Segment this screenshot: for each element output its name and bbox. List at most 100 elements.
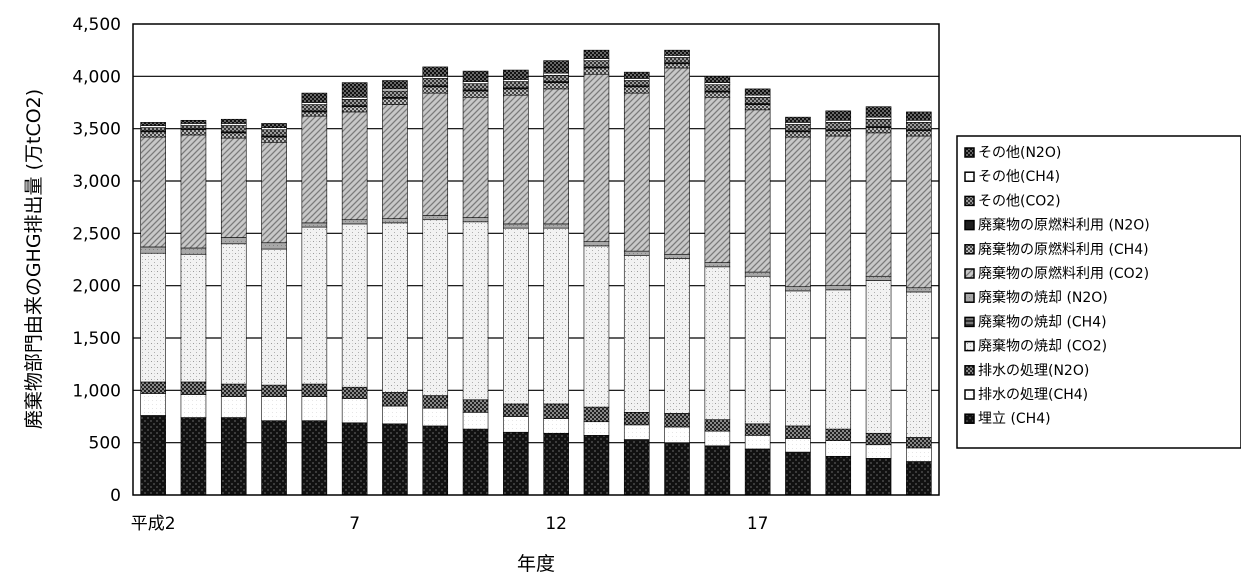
y-axis-ticks: 0 500 1,000 1,500 2,000 2,500 3,000 3,500 4,000 4… (72, 15, 121, 506)
bar-stack (180, 119, 207, 496)
bar-segment (140, 131, 166, 138)
bar-segment (140, 381, 166, 394)
bar-segment (301, 226, 328, 385)
bar-stack (422, 66, 449, 496)
bar-segment (865, 432, 892, 446)
bar-segment (583, 73, 610, 243)
bar-segment (664, 258, 690, 414)
plot-area-frame (132, 23, 940, 496)
bar-segment (422, 86, 449, 94)
y-tick-label: 3,000 (72, 172, 121, 192)
bar-segment (583, 406, 610, 423)
bar-segment (140, 136, 166, 248)
bar-segment (704, 84, 731, 92)
bar-stack (906, 111, 932, 496)
bar-segment (583, 67, 610, 75)
bar-segment (503, 227, 529, 405)
bar-segment (180, 134, 207, 249)
bar-segment (341, 82, 368, 98)
bar-segment (543, 223, 569, 229)
bar-segment (906, 437, 932, 449)
bar-stack (623, 71, 650, 496)
bar-segment (462, 83, 489, 91)
bar-segment (503, 403, 529, 417)
bar-segment (906, 287, 932, 293)
bar-segment (503, 431, 529, 496)
bar-segment (180, 247, 207, 255)
legend-frame (956, 135, 1241, 449)
legend-label: 廃棄物の原燃料利用 (N2O) (978, 217, 1150, 234)
bar-segment (503, 79, 529, 82)
x-tick-label: 17 (747, 514, 769, 534)
bar-stack (341, 82, 368, 496)
bars (140, 49, 932, 496)
bar-segment (744, 423, 771, 436)
y-tick-label: 2,500 (72, 224, 121, 244)
bar-stack (825, 110, 852, 496)
bar-segment (785, 131, 811, 138)
bar-segment (704, 430, 731, 447)
bar-segment (382, 88, 408, 92)
bar-segment (623, 86, 650, 94)
x-tick-label: 平成2 (131, 514, 176, 534)
bar-segment (220, 243, 247, 385)
bar-segment (220, 237, 247, 245)
y-tick-label: 2,000 (72, 277, 121, 297)
legend-label: 廃棄物の原燃料利用 (CO2) (978, 265, 1149, 282)
bar-segment (261, 136, 287, 143)
legend-swatch (964, 268, 975, 279)
bar-segment (140, 122, 166, 126)
legend-label: その他(N2O) (978, 145, 1061, 161)
legend-swatch (964, 292, 975, 303)
bar-segment (583, 421, 610, 436)
bar-segment (341, 96, 368, 100)
bar-segment (301, 92, 328, 103)
bar-segment (503, 94, 529, 225)
bar-segment (422, 407, 449, 427)
bar-segment (583, 245, 610, 408)
bar-segment (261, 420, 287, 496)
bar-segment (906, 447, 932, 462)
legend-label: 廃棄物の焼却 (N2O) (978, 289, 1108, 306)
y-tick-label: 0 (110, 486, 121, 506)
bar-segment (422, 215, 449, 221)
bar-segment (704, 82, 731, 86)
bar-segment (744, 109, 771, 273)
bar-segment (785, 290, 811, 427)
bar-segment (825, 122, 852, 131)
legend-label: 排水の処理(CH4) (978, 387, 1088, 403)
legend-swatch (964, 244, 975, 255)
bar-segment (140, 127, 166, 132)
bar-segment (623, 255, 650, 413)
legend-label: 廃棄物の焼却 (CH4) (978, 313, 1107, 330)
bar-segment (704, 445, 731, 496)
bar-segment (180, 129, 207, 136)
bar-segment (623, 439, 650, 496)
bar-segment (422, 92, 449, 216)
bar-stack (583, 49, 610, 496)
bar-segment (503, 69, 529, 80)
x-axis-title: 年度 (517, 553, 555, 575)
bar-stack (744, 88, 771, 496)
bar-segment (220, 125, 247, 133)
legend-swatch (964, 195, 975, 207)
bar-segment (140, 415, 166, 496)
bar-stack (865, 106, 892, 496)
bar-segment (785, 124, 811, 132)
legend-label: 排水の処理(N2O) (978, 363, 1089, 379)
bar-segment (301, 383, 328, 397)
bar-segment (623, 424, 650, 440)
bar-stack (261, 123, 287, 496)
bar-segment (261, 123, 287, 128)
bar-stack (462, 70, 489, 496)
bar-segment (462, 70, 489, 82)
bar-segment (382, 392, 408, 407)
x-tick-label: 12 (545, 514, 567, 534)
bar-segment (220, 132, 247, 139)
legend-label: その他(CH4) (978, 169, 1060, 185)
bar-segment (664, 413, 690, 428)
bar-segment (906, 461, 932, 496)
bar-segment (301, 111, 328, 117)
bar-segment (583, 49, 610, 59)
legend-label: 埋立 (CH4) (978, 411, 1051, 427)
